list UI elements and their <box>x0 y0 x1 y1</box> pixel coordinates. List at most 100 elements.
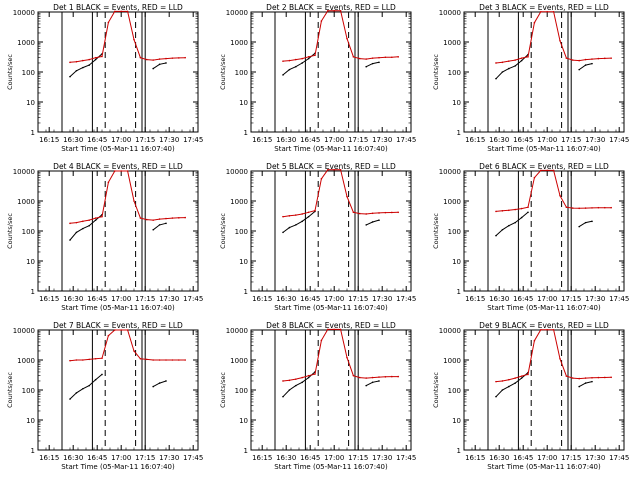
series-lld-point <box>184 56 186 59</box>
series-events-point <box>584 64 587 66</box>
x-tick-label: 17:15 <box>348 454 368 462</box>
y-tick-label: 1000 <box>230 198 248 206</box>
series-lld-point <box>75 60 78 63</box>
y-tick-label: 1000 <box>17 39 35 47</box>
series-lld-point <box>146 358 148 361</box>
series-lld-point <box>114 10 116 13</box>
series-lld-point <box>75 359 78 361</box>
y-tick-label: 100 <box>22 387 35 395</box>
x-tick-label: 16:30 <box>63 136 83 144</box>
series-lld-point <box>610 57 612 59</box>
series-lld-point <box>69 61 71 64</box>
series-events-point <box>520 59 523 62</box>
series-lld-point <box>578 377 580 380</box>
x-tick-label: 17:30 <box>372 295 392 303</box>
series-lld-point <box>288 59 291 62</box>
series-events-point <box>584 221 587 224</box>
series-lld-line <box>282 169 399 218</box>
x-tick-label: 17:30 <box>585 295 605 303</box>
series-events-point <box>378 61 380 64</box>
series-events-point <box>158 382 161 384</box>
series-events-point <box>514 382 516 384</box>
detector-panel-5: 1 10 100 1000 10000 16:15 16:30 16:45 17:00 17:15… <box>219 162 416 312</box>
y-tick-label: 100 <box>235 228 248 236</box>
series-lld-point <box>384 376 387 378</box>
series-events-point <box>69 239 71 241</box>
x-axis-label: Start Time (05-Mar-11 16:07:40) <box>487 304 601 312</box>
series-events-point <box>295 65 297 68</box>
x-tick-label: 16:45 <box>87 454 107 462</box>
series-lld-point <box>384 211 387 214</box>
series-lld-point <box>346 37 348 40</box>
series-lld-point <box>604 376 606 379</box>
x-tick-label: 17:15 <box>348 136 368 144</box>
x-tick-label: 17:30 <box>372 136 392 144</box>
x-tick-label: 16:30 <box>489 136 509 144</box>
series-lld-point <box>327 9 329 12</box>
series-events-point <box>288 389 291 391</box>
x-tick-label: 17:45 <box>396 454 416 462</box>
x-axis-label: Start Time (05-Mar-11 16:07:40) <box>274 463 388 471</box>
series-lld-point <box>508 60 510 62</box>
series-lld-point <box>346 195 348 198</box>
x-tick-label: 17:45 <box>609 295 629 303</box>
y-axis-label: Counts/sec <box>6 213 14 249</box>
x-tick-label: 17:30 <box>159 136 179 144</box>
detector-panel-3: 1 10 100 1000 10000 16:15 16:30 16:45 17:00 17:15… <box>432 3 629 153</box>
series-lld-point <box>371 376 374 379</box>
x-tick-label: 17:45 <box>609 136 629 144</box>
series-lld-point <box>352 211 355 214</box>
series-lld-point <box>397 56 400 58</box>
x-tick-label: 17:30 <box>585 136 605 144</box>
series-lld-point <box>184 216 186 219</box>
series-events-point <box>371 62 374 65</box>
y-tick-label: 1 <box>244 447 248 455</box>
x-tick-label: 17:00 <box>537 136 557 144</box>
series-lld-point <box>288 379 291 382</box>
series-events-line <box>495 372 593 398</box>
y-axis-label: Counts/sec <box>432 372 440 408</box>
x-axis-label: Start Time (05-Mar-11 16:07:40) <box>61 463 175 471</box>
series-events-point <box>365 224 368 226</box>
series-lld-point <box>126 170 129 172</box>
series-events-point <box>301 220 304 223</box>
series-lld-point <box>572 207 574 209</box>
series-events-point <box>75 69 78 72</box>
detector-panel-2: 1 10 100 1000 10000 16:15 16:30 16:45 17:00 17:15… <box>219 3 416 153</box>
series-lld-point <box>565 57 568 59</box>
x-tick-label: 16:45 <box>513 454 533 462</box>
y-tick-label: 10000 <box>226 168 248 176</box>
x-tick-label: 17:15 <box>348 295 368 303</box>
series-lld-point <box>540 328 542 331</box>
series-events-point <box>591 62 593 65</box>
series-lld-point <box>546 328 548 331</box>
series-lld-line <box>282 328 399 382</box>
series-events-point <box>501 389 504 391</box>
y-axis-label: Counts/sec <box>6 54 14 90</box>
series-lld-point <box>88 358 90 361</box>
series-lld-point <box>371 212 374 215</box>
x-tick-label: 16:15 <box>39 295 59 303</box>
series-events-point <box>501 71 504 73</box>
series-lld-point <box>120 170 122 172</box>
series-lld-point <box>552 328 555 331</box>
x-tick-label: 17:15 <box>135 454 155 462</box>
series-lld-point <box>133 38 135 41</box>
series-lld-point <box>565 206 568 209</box>
series-lld-point <box>495 62 497 64</box>
y-tick-label: 10 <box>452 99 461 107</box>
x-tick-label: 17:00 <box>537 454 557 462</box>
series-lld-point <box>69 359 71 362</box>
y-tick-label: 100 <box>22 228 35 236</box>
y-axis-label: Counts/sec <box>219 213 227 249</box>
series-events-point <box>378 380 380 382</box>
panel-title: Det 1 BLACK = Events, RED = LLD <box>53 3 183 12</box>
series-lld-point <box>501 210 504 212</box>
series-lld-point <box>301 57 304 60</box>
series-lld-point <box>94 56 97 59</box>
y-tick-label: 10000 <box>13 168 35 176</box>
series-lld-point <box>101 215 103 218</box>
series-events-point <box>307 57 310 60</box>
series-lld-point <box>352 56 355 58</box>
y-tick-label: 1 <box>244 129 248 137</box>
